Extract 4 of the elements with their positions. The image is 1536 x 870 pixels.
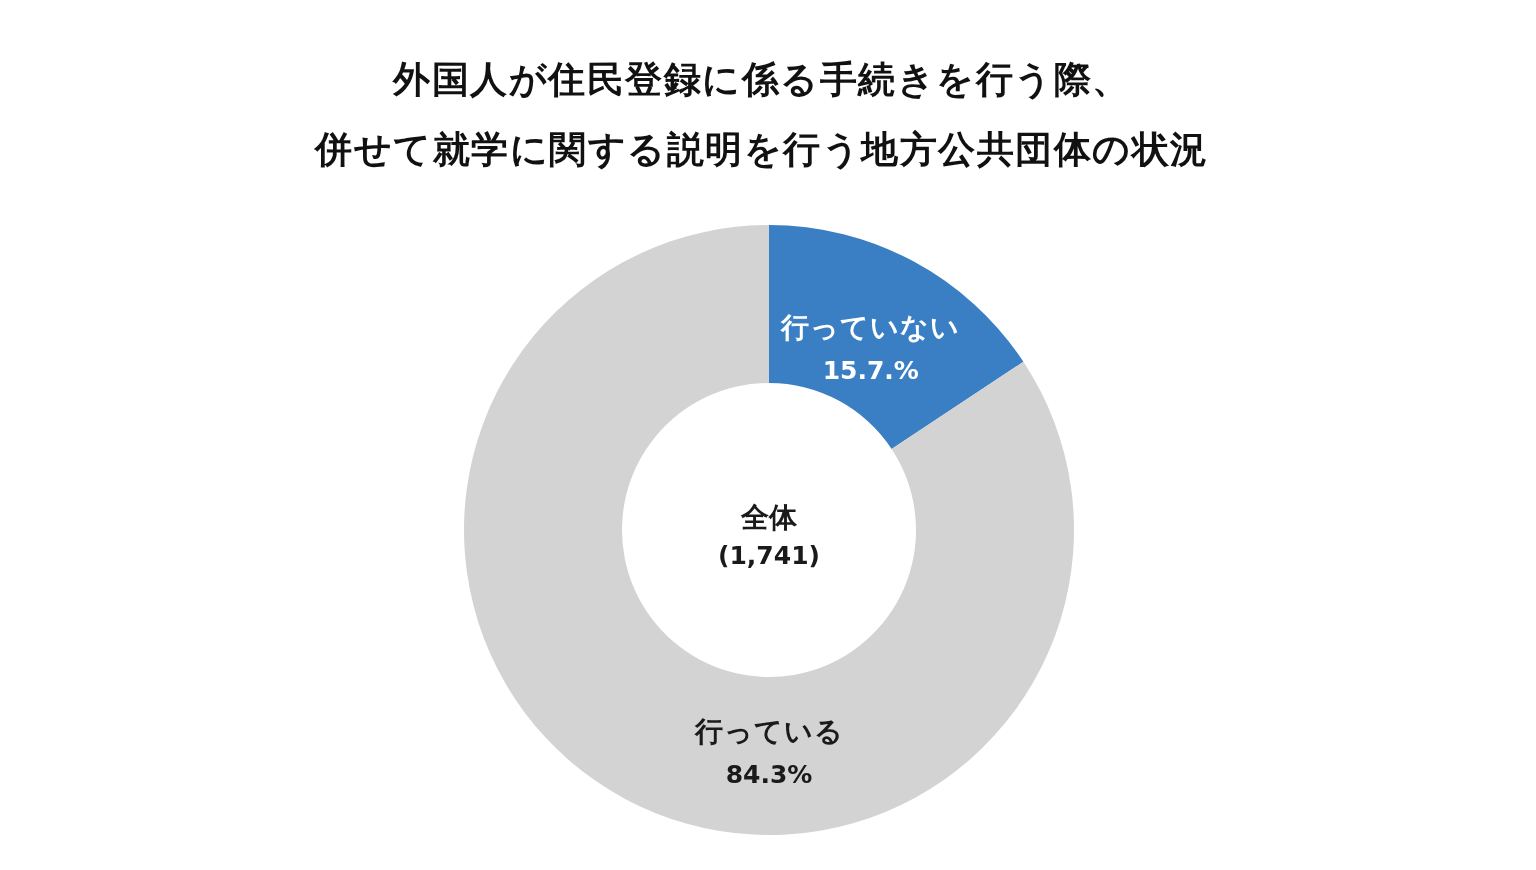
annotation: 全体 xyxy=(741,500,797,534)
title: 外国人が住民登録に係る手続きを行う際、 xyxy=(393,58,1131,101)
title: 併せて就学に関する説明を行う地方公共団体の状況 xyxy=(315,128,1209,171)
annotation: (1,741) xyxy=(718,540,820,570)
